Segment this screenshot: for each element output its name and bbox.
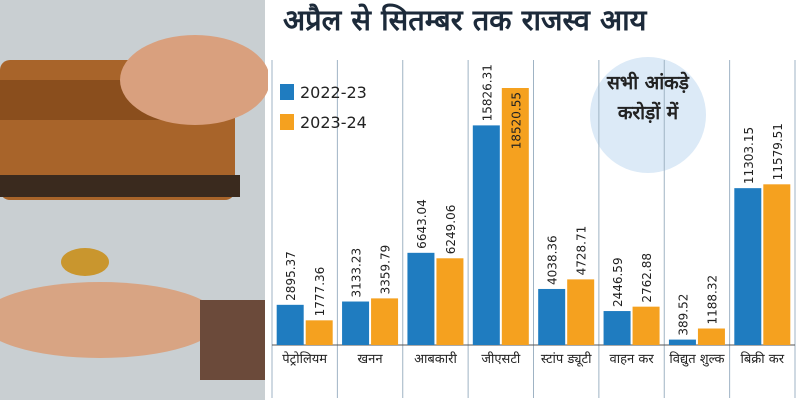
- bar: [342, 301, 370, 345]
- x-tick-label: स्टांप ड्यूटी: [540, 352, 592, 367]
- bar: [567, 279, 595, 345]
- value-label: 11303.15: [742, 127, 756, 184]
- bar: [603, 311, 631, 345]
- legend-swatch: [280, 114, 294, 130]
- value-label: 4728.71: [575, 226, 589, 276]
- value-label: 2446.59: [611, 257, 625, 307]
- bar: [472, 125, 500, 345]
- bar: [734, 188, 762, 345]
- value-label: 2895.37: [284, 251, 298, 301]
- x-tick-label: वाहन कर: [609, 352, 654, 367]
- value-label: 6249.06: [444, 205, 458, 255]
- hand-top: [120, 35, 270, 125]
- bar: [538, 288, 566, 345]
- bar: [668, 339, 696, 345]
- bar: [763, 184, 791, 345]
- legend-label: 2022-23: [300, 83, 367, 102]
- hand-bottom: [0, 282, 220, 358]
- x-tick-label: पेट्रोलियम: [282, 352, 328, 367]
- value-label: 2762.88: [640, 253, 654, 303]
- x-tick-label: जीएसटी: [481, 352, 521, 367]
- bar: [407, 252, 435, 345]
- value-label: 6643.04: [415, 199, 429, 249]
- value-label: 1777.36: [313, 267, 327, 317]
- x-tick-label: विद्युत शुल्क: [669, 352, 725, 367]
- bar: [501, 88, 529, 345]
- x-tick-label: आबकारी: [414, 352, 457, 367]
- value-label: 389.52: [676, 294, 690, 336]
- bar: [371, 298, 399, 345]
- bar: [276, 304, 304, 345]
- value-label: 1188.32: [705, 275, 719, 325]
- wallet-edge: [0, 175, 240, 197]
- value-label: 15826.31: [480, 64, 494, 121]
- x-tick-label: बिक्री कर: [740, 352, 785, 367]
- x-tick-label: खनन: [357, 352, 383, 367]
- photo: [0, 0, 270, 400]
- bar: [697, 328, 725, 345]
- bar: [436, 258, 464, 345]
- coin: [61, 248, 109, 276]
- value-label: 11579.51: [771, 123, 785, 180]
- value-label: 3133.23: [350, 248, 364, 298]
- bar: [632, 306, 660, 345]
- legend-swatch: [280, 84, 294, 100]
- value-label: 3359.79: [379, 245, 393, 295]
- annotation: सभी आंकड़े करोड़ों में: [607, 72, 689, 124]
- legend-label: 2023-24: [300, 113, 367, 132]
- value-label: 4038.36: [546, 235, 560, 285]
- annotation-badge: [590, 57, 706, 173]
- value-label: 18520.55: [509, 92, 523, 149]
- chart-title: अप्रैल से सितम्बर तक राजस्व आय: [283, 3, 648, 37]
- bar: [305, 320, 333, 345]
- sleeve: [200, 300, 265, 380]
